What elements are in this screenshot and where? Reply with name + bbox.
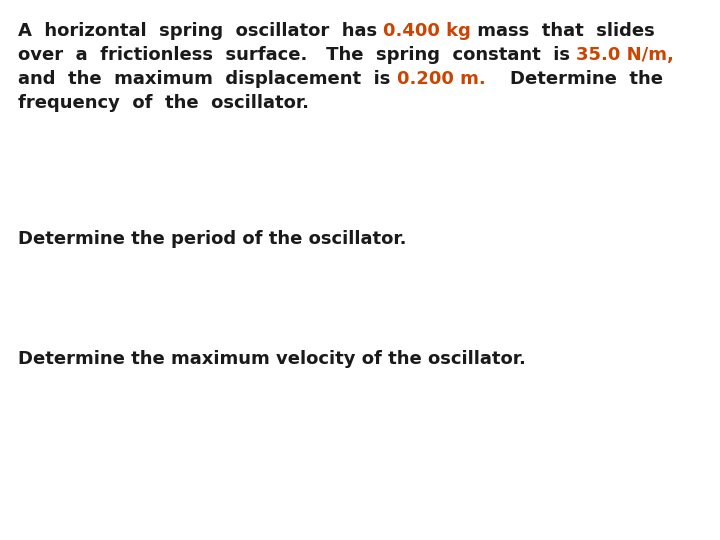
Text: mass  that  slides: mass that slides xyxy=(472,22,655,40)
Text: 0.200 m.: 0.200 m. xyxy=(397,70,485,88)
Text: frequency  of  the  oscillator.: frequency of the oscillator. xyxy=(18,94,309,112)
Text: 0.400 kg: 0.400 kg xyxy=(383,22,472,40)
Text: and  the  maximum  displacement  is: and the maximum displacement is xyxy=(18,70,397,88)
Text: over  a  frictionless  surface.   The  spring  constant  is: over a frictionless surface. The spring … xyxy=(18,46,576,64)
Text: Determine the period of the oscillator.: Determine the period of the oscillator. xyxy=(18,230,407,248)
Text: Determine  the: Determine the xyxy=(485,70,663,88)
Text: A  horizontal  spring  oscillator  has: A horizontal spring oscillator has xyxy=(18,22,383,40)
Text: Determine the maximum velocity of the oscillator.: Determine the maximum velocity of the os… xyxy=(18,350,526,368)
Text: 35.0 N/m,: 35.0 N/m, xyxy=(576,46,674,64)
